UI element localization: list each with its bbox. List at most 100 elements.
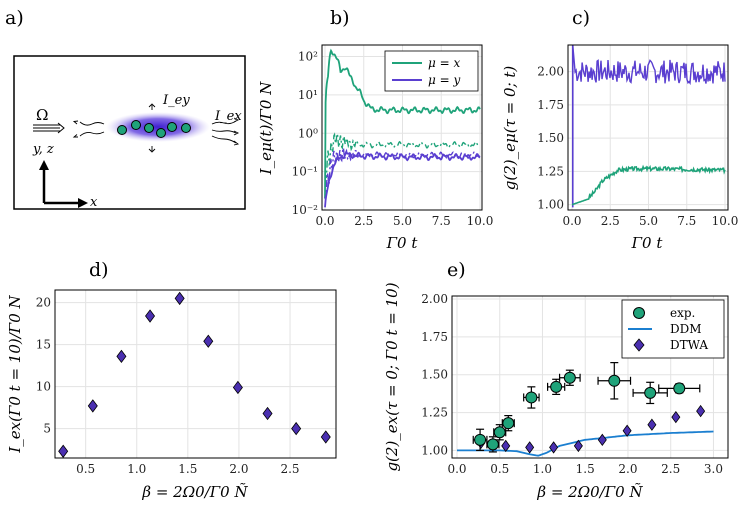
atom-cloud — [106, 112, 210, 142]
chart-e-legend: exp. DDM DTWA — [621, 299, 725, 359]
ytick-d: 15 — [36, 338, 51, 352]
ddm-curve — [457, 430, 714, 457]
chart-b-frame — [321, 44, 483, 211]
xtick-e: 2.5 — [661, 462, 680, 476]
legend-e-exp: exp. — [670, 306, 695, 320]
ytick-e: 1.50 — [421, 368, 448, 382]
dtwa-point — [622, 424, 632, 437]
xtick-d: 1.5 — [178, 462, 197, 476]
xtick-c: 7.5 — [677, 214, 696, 228]
xtick-e: 2.0 — [618, 462, 637, 476]
ytick-b: 10² — [298, 50, 318, 64]
point-d — [232, 380, 243, 395]
xtick-b: 5.0 — [393, 214, 412, 228]
ytick-c: 1.00 — [537, 198, 564, 212]
chart-e: 0.0 0.5 1.0 1.5 2.0 2.5 3.0 1.00 1.25 1.50 1.75 2.0… — [383, 282, 729, 501]
exp-point — [644, 386, 657, 399]
xtick-e: 1.5 — [576, 462, 595, 476]
series-b-3 — [324, 146, 481, 200]
ytick-b: 10⁰ — [298, 126, 318, 140]
chart-c-xlabel: Γ0 t — [631, 234, 664, 252]
xtick-d: 1.0 — [127, 462, 146, 476]
x-axis-label: x — [90, 195, 98, 210]
xtick-c: 0.0 — [562, 214, 581, 228]
exp-point — [493, 426, 506, 439]
exp-point — [525, 391, 538, 404]
emission-arrows — [72, 103, 240, 153]
chart-b-ylabel: I_eμ(t)/Γ0 N — [257, 81, 275, 176]
exp-point — [474, 433, 487, 446]
series-b-0 — [324, 48, 481, 199]
axis-arrows — [39, 160, 88, 208]
chart-d-frame — [54, 289, 337, 459]
dtwa-point — [525, 441, 535, 454]
ytick-c: 1.25 — [537, 164, 564, 178]
ytick-b: 10¹ — [298, 88, 318, 102]
point-d — [291, 421, 302, 436]
xtick-b: 7.5 — [432, 214, 451, 228]
chart-c-ylabel: g(2)_eμ(τ = 0; t) — [501, 66, 519, 191]
series-c-y — [572, 44, 726, 86]
xtick-b: 0.0 — [315, 214, 334, 228]
ytick-d: 10 — [36, 380, 51, 394]
ytick-c: 1.50 — [537, 131, 564, 145]
xtick-b: 10.0 — [467, 214, 494, 228]
dtwa-point — [573, 439, 583, 453]
legend-b-x: μ = x — [428, 56, 460, 70]
exp-point — [486, 438, 499, 451]
series-b-2 — [324, 132, 481, 179]
dtwa-point — [549, 441, 559, 454]
chart-d: 0.5 1.0 1.5 2.0 2.5 5 10 15 20 β = 2Ω0/Γ0 Ñ I_ex… — [6, 289, 337, 501]
panel-label-e: e) — [447, 259, 466, 281]
point-d — [116, 349, 127, 364]
exp-point — [608, 374, 621, 387]
ytick-c: 1.75 — [537, 98, 564, 112]
panel-label-c: c) — [572, 7, 590, 29]
chart-c-frame — [567, 44, 729, 211]
exp-point — [673, 382, 686, 395]
ytick-e: 1.25 — [421, 406, 448, 420]
dtwa-point — [696, 404, 706, 418]
exp-point — [502, 417, 515, 430]
exp-point — [550, 380, 563, 393]
xtick-d: 2.5 — [280, 462, 299, 476]
point-d — [145, 309, 156, 323]
panel-label-a: a) — [5, 7, 24, 29]
panel-label-b: b) — [330, 7, 350, 29]
point-d — [203, 334, 214, 348]
xtick-c: 2.5 — [601, 214, 620, 228]
point-d — [87, 399, 98, 413]
xtick-e: 0.5 — [490, 462, 509, 476]
chart-c: 0.0 2.5 5.0 7.5 10.0 1.00 1.25 1.50 1.75 2.00 Γ0 … — [501, 44, 738, 252]
dtwa-point — [647, 418, 657, 431]
chart-e-ylabel: g(2)_ex(τ = 0; Γ0 t = 10) — [383, 282, 401, 471]
ey-label: I_ey — [162, 93, 190, 108]
chart-b-legend: μ = x μ = y — [384, 50, 479, 92]
xtick-e: 3.0 — [704, 462, 723, 476]
omega-label: Ω — [36, 106, 48, 124]
ytick-e: 1.00 — [421, 443, 448, 457]
xtick-e: 1.0 — [533, 462, 552, 476]
chart-d-ylabel: I_ex(Γ0 t = 10)/Γ0 N — [6, 294, 24, 453]
legend-b-y: μ = y — [428, 73, 460, 87]
xtick-e: 0.0 — [447, 462, 466, 476]
legend-e-dtwa: DTWA — [670, 338, 708, 352]
ex-label: I_ex — [214, 109, 242, 124]
ytick-b: 10⁻¹ — [292, 165, 318, 179]
yz-label: y, z — [32, 142, 54, 157]
ytick-e: 2.00 — [421, 292, 448, 306]
point-d — [262, 406, 273, 421]
chart-e-frame — [451, 295, 729, 459]
chart-d-xlabel: β = 2Ω0/Γ0 Ñ — [141, 483, 248, 501]
xtick-b: 2.5 — [354, 214, 373, 228]
chart-b-xlabel: Γ0 t — [386, 234, 419, 252]
xtick-d: 2.0 — [229, 462, 248, 476]
ytick-d: 20 — [36, 296, 51, 310]
ytick-e: 1.75 — [421, 330, 448, 344]
series-c-x — [571, 164, 726, 206]
schematic-panel: Ω I_ey I_ex y, z x — [13, 55, 246, 210]
xtick-d: 0.5 — [76, 462, 95, 476]
ytick-c: 2.00 — [537, 65, 564, 79]
drive-arrow — [33, 122, 65, 134]
ytick-b: 10⁻² — [292, 203, 319, 217]
